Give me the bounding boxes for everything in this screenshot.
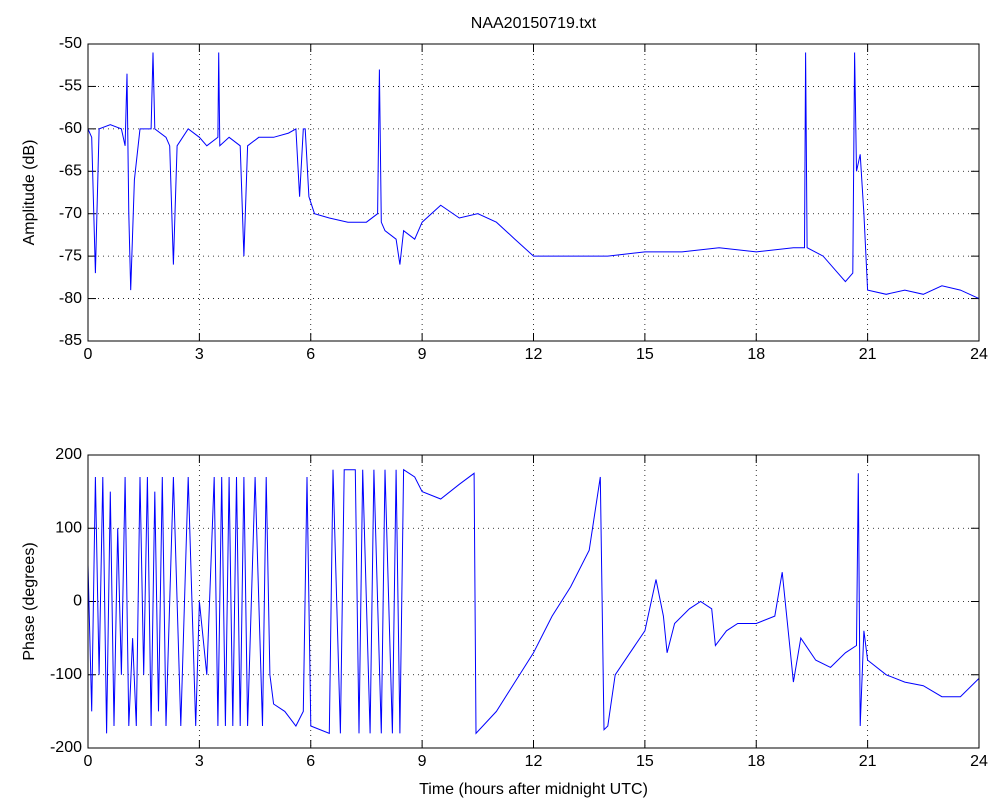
x-tick-label: 9 xyxy=(418,346,427,363)
x-tick-label: 12 xyxy=(525,346,543,363)
x-tick-label: 3 xyxy=(195,753,204,770)
x-tick-label: 12 xyxy=(525,753,543,770)
x-tick-label: 15 xyxy=(636,346,654,363)
y-tick-label: -75 xyxy=(59,247,82,264)
x-tick-label: 21 xyxy=(859,753,877,770)
y-tick-label: -60 xyxy=(59,120,82,137)
x-tick-label: 21 xyxy=(859,346,877,363)
y-tick-label: -80 xyxy=(59,290,82,307)
x-tick-label: 0 xyxy=(84,753,93,770)
x-tick-label: 15 xyxy=(636,753,654,770)
y-tick-label: -70 xyxy=(59,205,82,222)
x-tick-label: 24 xyxy=(970,753,988,770)
y-tick-label: 0 xyxy=(73,593,82,610)
y-axis-label: Phase (degrees) xyxy=(21,542,38,660)
y-tick-label: -200 xyxy=(50,739,82,756)
x-tick-label: 3 xyxy=(195,346,204,363)
y-tick-label: -85 xyxy=(59,332,82,349)
x-tick-label: 0 xyxy=(84,346,93,363)
data-line xyxy=(87,468,980,735)
y-tick-label: -55 xyxy=(59,78,82,95)
data-line xyxy=(87,52,980,300)
y-tick-label: 200 xyxy=(55,446,82,463)
x-tick-label: 6 xyxy=(306,346,315,363)
y-axis-label: Amplitude (dB) xyxy=(21,140,38,246)
y-tick-label: -50 xyxy=(59,35,82,52)
x-tick-label: 6 xyxy=(306,753,315,770)
y-tick-label: -100 xyxy=(50,666,82,683)
y-tick-label: 100 xyxy=(55,519,82,536)
plot-area xyxy=(88,44,979,341)
axes-frame xyxy=(87,43,980,342)
axes-frame xyxy=(87,454,980,749)
x-tick-label: 24 xyxy=(970,346,988,363)
x-tick-label: 18 xyxy=(747,753,765,770)
x-tick-label: 9 xyxy=(418,753,427,770)
x-axis-label: Time (hours after midnight UTC) xyxy=(419,781,648,798)
y-tick-label: -65 xyxy=(59,163,82,180)
x-tick-label: 18 xyxy=(747,346,765,363)
chart-title: NAA20150719.txt xyxy=(471,15,597,32)
